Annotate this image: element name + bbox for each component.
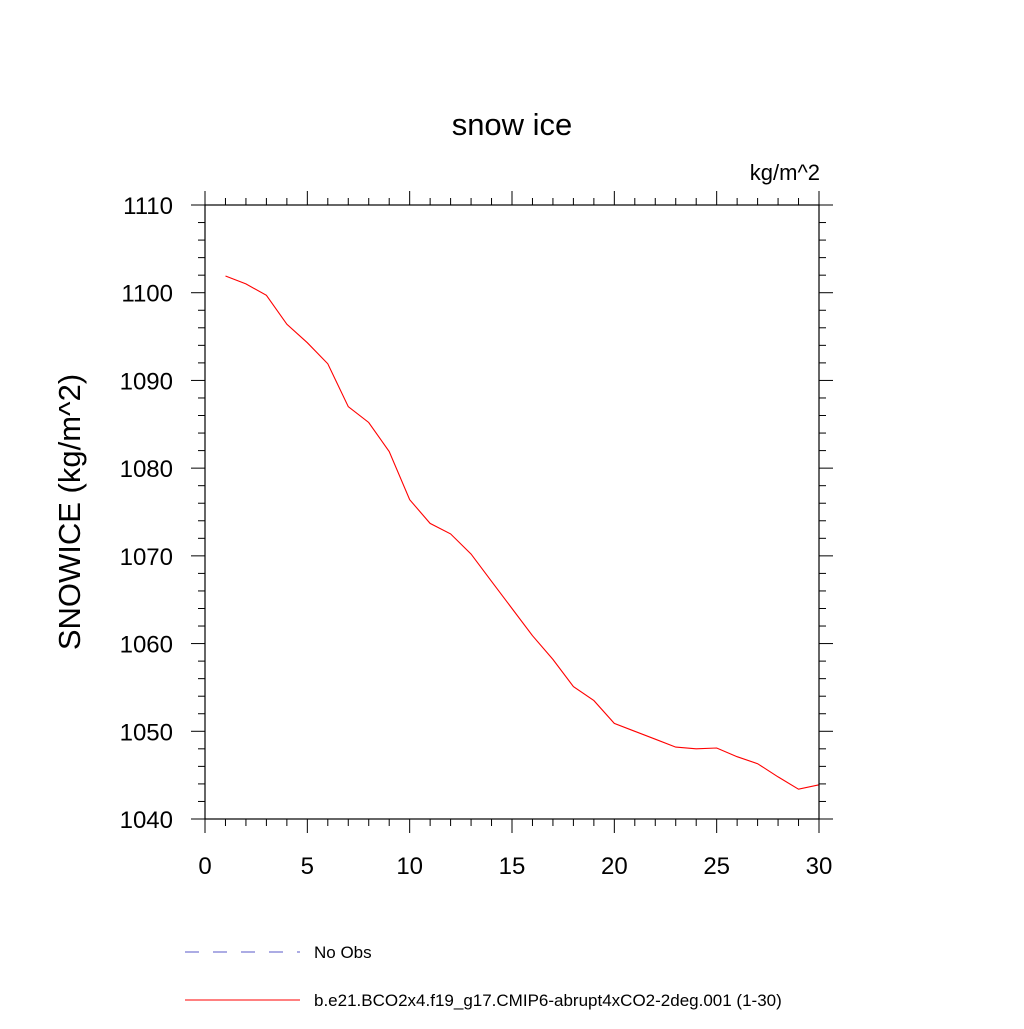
x-tick-label: 5 (301, 853, 314, 880)
x-tick-label: 15 (499, 853, 526, 880)
legend-label: b.e21.BCO2x4.f19_g17.CMIP6-abrupt4xCO2-2… (314, 991, 782, 1010)
y-axis-label: SNOWICE (kg/m^2) (52, 374, 87, 650)
y-tick-label: 1080 (120, 456, 173, 483)
chart-title: snow ice (452, 107, 573, 142)
units-label: kg/m^2 (750, 160, 820, 185)
x-tick-label: 10 (396, 853, 423, 880)
x-tick-label: 0 (198, 853, 211, 880)
x-tick-label: 25 (703, 853, 730, 880)
plot-frame (204, 204, 820, 820)
y-tick-label: 1100 (121, 281, 173, 308)
y-tick-label: 1090 (120, 368, 173, 395)
y-tick-label: 1050 (120, 719, 173, 746)
y-tick-label: 1110 (123, 193, 173, 220)
series-lines (225, 275, 820, 790)
legend: No Obs b.e21.BCO2x4.f19_g17.CMIP6-abrupt4… (185, 943, 782, 1010)
y-tick-label: 1040 (120, 807, 173, 834)
x-tick-label: 20 (601, 853, 628, 880)
y-tick-label: 1060 (120, 632, 173, 659)
legend-label: No Obs (314, 943, 372, 962)
axis-ticks: 0 5 10 15 20 25 30 1040 1050 1060 1070 1080 1090 1100… (120, 191, 833, 880)
series-line (225, 275, 820, 790)
x-tick-label: 30 (806, 853, 833, 880)
y-tick-label: 1070 (120, 544, 173, 571)
